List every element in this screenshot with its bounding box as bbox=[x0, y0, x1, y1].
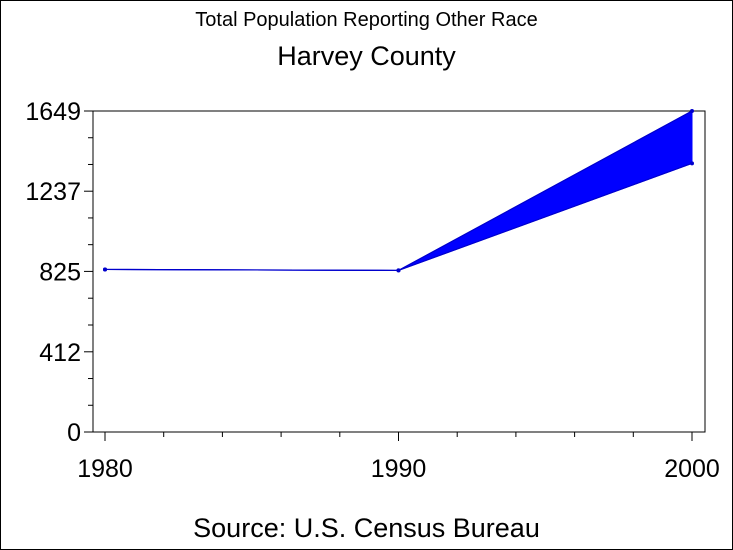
y-tick-label: 412 bbox=[39, 339, 81, 367]
source-note: Source: U.S. Census Bureau bbox=[193, 513, 540, 543]
x-tick-label: 1980 bbox=[77, 455, 133, 483]
x-tick-label: 2000 bbox=[664, 455, 720, 483]
chart-subtitle: Total Population Reporting Other Race bbox=[195, 9, 538, 31]
data-point bbox=[396, 268, 401, 273]
data-point bbox=[690, 161, 694, 166]
y-tick-label: 825 bbox=[39, 258, 81, 286]
series-band bbox=[104, 110, 693, 271]
chart-title: Harvey County bbox=[277, 41, 456, 71]
y-tick-label: 0 bbox=[67, 419, 81, 447]
data-point bbox=[690, 109, 694, 113]
data-point bbox=[103, 267, 107, 272]
y-tick-label: 1237 bbox=[25, 178, 81, 206]
y-tick-label: 1649 bbox=[25, 98, 81, 126]
plot-area: 0 412 825 1237 1649 1980 1990 2000 bbox=[25, 98, 719, 483]
x-tick-label: 1990 bbox=[371, 455, 427, 483]
